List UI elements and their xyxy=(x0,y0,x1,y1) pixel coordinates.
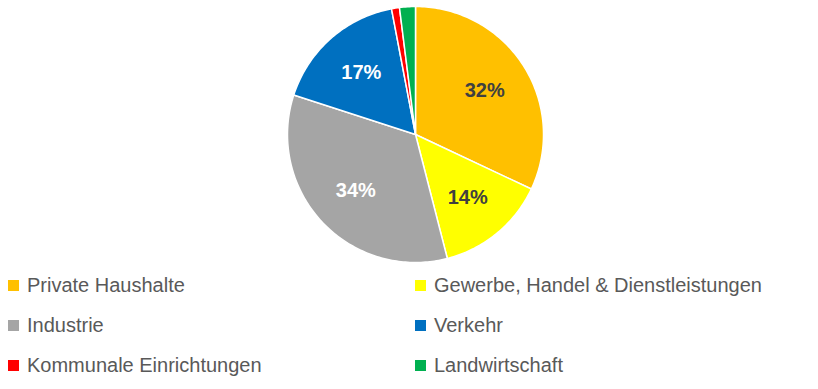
html-text:Kommunale Einrichtungen: Kommunale Einrichtungen xyxy=(27,353,262,376)
svg-text:32%: 32% xyxy=(465,79,505,101)
svg-text:34%: 34% xyxy=(336,179,376,201)
html-text:Verkehr: Verkehr xyxy=(434,313,503,336)
html-text:Gewerbe, Handel & Dienstleistu: Gewerbe, Handel & Dienstleistungen xyxy=(434,273,762,296)
html-text:Industrie: Industrie xyxy=(27,313,104,336)
svg-text:14%: 14% xyxy=(448,186,488,208)
svg-text:17%: 17% xyxy=(341,61,381,83)
html-text:Landwirtschaft: Landwirtschaft xyxy=(434,353,563,376)
html-text:Private Haushalte: Private Haushalte xyxy=(27,273,185,296)
